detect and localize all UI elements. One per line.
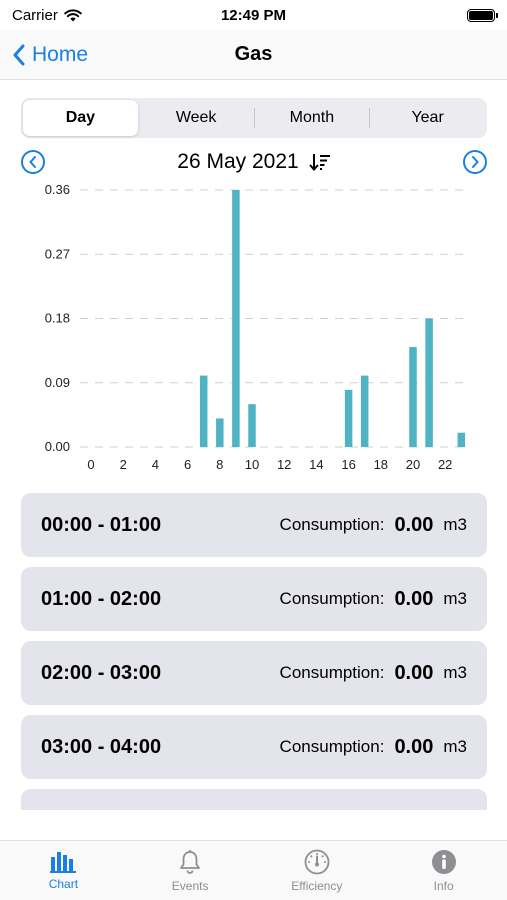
- back-label: Home: [32, 42, 89, 66]
- consumption-unit: m3: [443, 737, 467, 756]
- list-item[interactable]: 02:00 - 03:00 Consumption: 0.00 m3: [21, 641, 487, 705]
- wifi-icon: [64, 8, 82, 21]
- navigation-bar: Home Gas: [0, 30, 507, 80]
- sort-icon[interactable]: [308, 153, 331, 171]
- list-item[interactable]: 01:00 - 02:00 Consumption: 0.00 m3: [21, 567, 487, 631]
- x-tick-label: 14: [309, 457, 323, 472]
- consumption-label: Consumption:: [279, 737, 385, 756]
- tab-events[interactable]: Events: [127, 841, 254, 900]
- segment-divider: [253, 108, 255, 128]
- x-tick-label: 8: [216, 457, 223, 472]
- consumption-value: 0.00: [394, 587, 434, 610]
- chart-bar: [248, 404, 256, 447]
- x-tick-label: 10: [245, 457, 259, 472]
- status-time: 12:49 PM: [220, 6, 287, 24]
- consumption-bar-chart: 0.00 0.09 0.18 0.27 0.36 0 2 4 6 8 10 12 14 16 18 20 22: [45, 182, 466, 472]
- next-date-button[interactable]: [462, 150, 487, 174]
- consumption-list: 00:00 - 01:00 Consumption: 0.00 m3 01:00…: [21, 493, 487, 810]
- tab-label: Info: [433, 879, 454, 893]
- tab-label: Efficiency: [291, 879, 343, 893]
- chart-bar: [457, 432, 466, 447]
- date-navigator: 26 May 2021: [21, 146, 487, 178]
- time-range: 00:00 - 01:00: [41, 513, 162, 536]
- x-tick-label: 6: [184, 457, 191, 472]
- chart-bar: [344, 389, 353, 447]
- x-tick-label: 18: [374, 457, 388, 472]
- carrier-label: Carrier: [12, 6, 58, 24]
- date-display: 26 May 2021: [177, 150, 330, 174]
- tab-label: Events: [171, 879, 209, 893]
- gauge-icon: [304, 849, 330, 875]
- y-tick-label: 0.18: [45, 311, 70, 326]
- consumption-unit: m3: [443, 589, 467, 608]
- segment-year[interactable]: Year: [411, 109, 444, 126]
- period-segmented-control: Day Week Month Year: [21, 98, 487, 138]
- chevron-left-icon: [13, 44, 25, 65]
- consumption-value: 0.00: [394, 735, 434, 758]
- chart-bar: [425, 318, 433, 447]
- segment-month[interactable]: Month: [289, 109, 335, 126]
- chart-bar: [409, 347, 417, 447]
- chart-bar: [216, 418, 224, 447]
- status-right: [315, 8, 498, 22]
- tab-info[interactable]: Info: [380, 841, 507, 900]
- consumption-label: Consumption:: [279, 663, 385, 682]
- list-item[interactable]: 03:00 - 04:00 Consumption: 0.00 m3: [21, 715, 487, 779]
- x-tick-label: 12: [277, 457, 291, 472]
- bar-chart-icon: [50, 852, 77, 873]
- y-tick-label: 0.36: [45, 182, 70, 197]
- time-range: 01:00 - 02:00: [41, 587, 162, 610]
- tab-efficiency[interactable]: Efficiency: [254, 841, 381, 900]
- x-tick-label: 22: [438, 457, 452, 472]
- tab-chart[interactable]: Chart: [0, 841, 127, 900]
- consumption-value: 0.00: [394, 661, 434, 684]
- date-label: 26 May 2021: [177, 150, 299, 173]
- time-range: 02:00 - 03:00: [41, 661, 162, 684]
- chart-bar: [232, 190, 240, 447]
- tab-bar: Chart Events Efficiency Info: [0, 840, 507, 900]
- segment-week[interactable]: Week: [175, 109, 217, 126]
- y-tick-label: 0.09: [45, 375, 70, 390]
- x-tick-label: 20: [406, 457, 420, 472]
- time-range: 03:00 - 04:00: [41, 735, 162, 758]
- list-item[interactable]: 00:00 - 01:00 Consumption: 0.00 m3: [21, 493, 487, 557]
- y-tick-label: 0.00: [45, 439, 70, 454]
- x-tick-label: 0: [87, 457, 94, 472]
- x-tick-label: 2: [120, 457, 127, 472]
- segment-day[interactable]: Day: [23, 100, 138, 136]
- info-icon: [431, 850, 456, 874]
- y-tick-label: 0.27: [45, 246, 70, 261]
- battery-icon: [467, 8, 498, 22]
- consumption-unit: m3: [443, 663, 467, 682]
- consumption-value: 0.00: [394, 513, 434, 536]
- x-tick-label: 16: [341, 457, 355, 472]
- status-bar: Carrier 12:49 PM: [0, 0, 507, 30]
- bell-icon: [180, 850, 201, 874]
- consumption-unit: m3: [443, 515, 467, 534]
- consumption-label: Consumption:: [279, 515, 385, 534]
- page-title: Gas: [234, 43, 273, 65]
- segment-divider: [369, 108, 371, 128]
- chart-bar: [199, 375, 208, 447]
- tab-label: Chart: [48, 877, 79, 891]
- chevron-right-icon: [471, 156, 479, 168]
- chart-bar: [360, 375, 369, 447]
- x-tick-label: 4: [152, 457, 159, 472]
- chevron-left-icon: [29, 156, 36, 168]
- previous-date-button[interactable]: [21, 150, 45, 174]
- status-left: Carrier: [12, 7, 192, 24]
- consumption-label: Consumption:: [279, 589, 385, 608]
- list-item[interactable]: [21, 789, 487, 810]
- back-button[interactable]: Home: [12, 43, 88, 67]
